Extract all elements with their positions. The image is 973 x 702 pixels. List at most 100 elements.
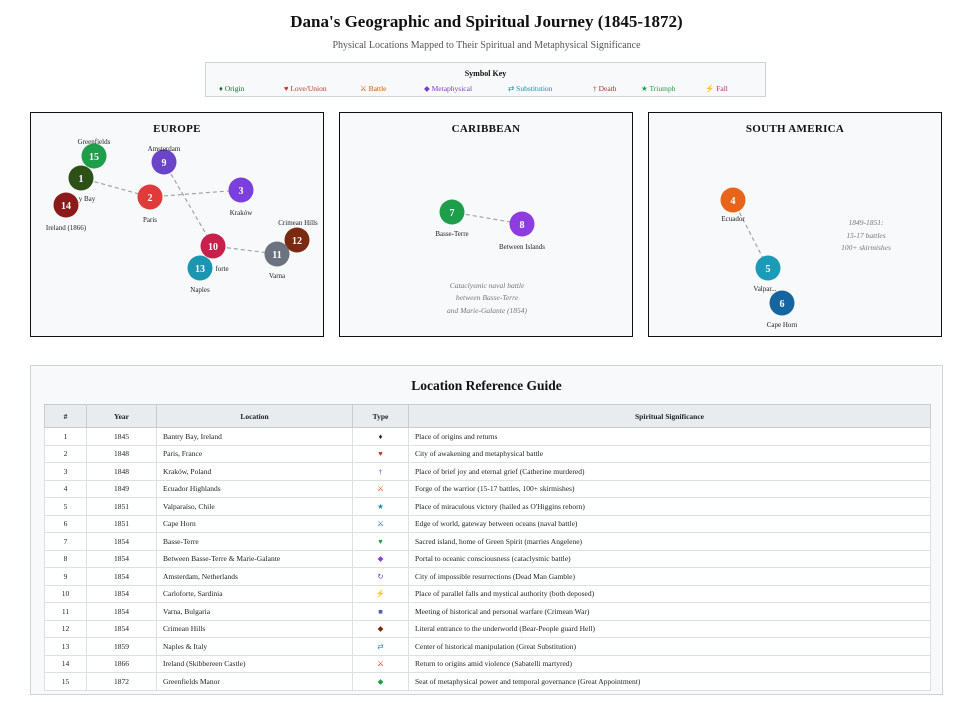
cell-location: Basse-Terre: [156, 532, 353, 551]
node-15-circle: [81, 143, 107, 169]
node-10: 10: [200, 233, 226, 259]
node-5-number: 5: [766, 264, 771, 275]
table-row: 4 1849 Ecuador Highlands ⚔ Forge of the warr…: [44, 479, 931, 498]
south-america-note-line-2: 15-17 battles: [846, 231, 885, 240]
cell-significance: City of impossible resurrections (Dead M…: [408, 567, 931, 586]
node-4-number: 4: [731, 196, 736, 207]
node-9-number: 9: [162, 158, 167, 169]
cell-type: ★: [352, 497, 409, 516]
cell-year: 1849: [86, 479, 157, 498]
cell-number: 15: [44, 672, 87, 691]
node-15: 15: [81, 143, 107, 169]
cell-type: ■: [352, 602, 409, 621]
cell-location: Bantry Bay, Ireland: [156, 427, 353, 446]
cell-year: 1859: [86, 637, 157, 656]
node-8: 8: [509, 211, 535, 237]
key-item-battle: ⚔ Battle: [360, 84, 387, 93]
cell-type: ⚔: [352, 479, 409, 498]
table-row: 13 1859 Naples & Italy ⇄ Center of historica…: [44, 637, 931, 656]
cell-significance: Literal entrance to the underworld (Bear…: [408, 619, 931, 638]
europe-route-lines: [80, 161, 278, 255]
page-title: Dana's Geographic and Spiritual Journey …: [290, 12, 683, 31]
node-13-label: Naples: [190, 286, 210, 294]
cell-location: Valparaíso, Chile: [156, 497, 353, 516]
reference-title: Location Reference Guide: [411, 378, 562, 393]
node-10-number: 10: [208, 242, 218, 253]
key-item-metaphysical: ◆ Metaphysical: [424, 84, 473, 93]
cell-number: 10: [44, 584, 87, 603]
cell-location: Greenfields Manor: [156, 672, 353, 691]
cell-year: 1854: [86, 602, 157, 621]
cell-number: 1: [44, 427, 87, 446]
south-america-note-line-1: 1849-1851:: [849, 218, 884, 227]
cell-number: 9: [44, 567, 87, 586]
caribbean-note-line-2: between Basse-Terre: [456, 293, 519, 302]
caribbean-note-line-1: Cataclysmic naval battle: [450, 281, 525, 290]
table-row: 12 1854 Crimean Hills ◆ Literal entrance to …: [44, 619, 931, 638]
node-14: 14: [53, 192, 79, 218]
node-4-circle: [720, 187, 746, 213]
cell-type: ◆: [352, 672, 409, 691]
key-item-love-union: ♥ Love/Union: [284, 84, 327, 93]
route-4-5: [732, 199, 769, 269]
node-5-label: Valpar...: [753, 285, 776, 293]
cell-significance: Return to origins amid violence (Sabatel…: [408, 654, 931, 673]
south-america-note-line-3: 100+ skirmishes: [841, 243, 891, 252]
cell-location: Ecuador Highlands: [156, 479, 353, 498]
cell-number: 8: [44, 549, 87, 568]
node-15-number: 15: [89, 152, 99, 163]
cell-number: 11: [44, 602, 87, 621]
cell-year: 1848: [86, 462, 157, 481]
node-11-label: Varna: [269, 272, 286, 280]
column-header-year: Year: [86, 404, 157, 428]
cell-location: Carloforte, Sardinia: [156, 584, 353, 603]
node-2-circle: [137, 184, 163, 210]
cell-significance: Meeting of historical and personal warfa…: [408, 602, 931, 621]
symbol-key: Symbol Key ♦ Origin ♥ Love/Union ⚔ Battl…: [205, 62, 766, 97]
cell-number: 13: [44, 637, 87, 656]
cell-number: 14: [44, 654, 87, 673]
key-item-origin: ♦ Origin: [219, 84, 245, 93]
node-3: 3: [228, 177, 254, 203]
cell-year: 1848: [86, 444, 157, 463]
node-7-circle: [439, 199, 465, 225]
column-header-number: #: [44, 404, 87, 428]
cell-number: 12: [44, 619, 87, 638]
cell-year: 1854: [86, 619, 157, 638]
cell-year: 1854: [86, 549, 157, 568]
node-8-number: 8: [520, 220, 525, 231]
node-9-label: Amsterdam: [148, 145, 181, 153]
cell-significance: Edge of world, gateway between oceans (n…: [408, 514, 931, 533]
cell-significance: Place of origins and returns: [408, 427, 931, 446]
cell-significance: Place of parallel falls and mystical aut…: [408, 584, 931, 603]
cell-year: 1845: [86, 427, 157, 446]
europe-panel-title: EUROPE: [153, 123, 201, 135]
node-10-label: forte: [215, 265, 228, 273]
cell-location: Amsterdam, Netherlands: [156, 567, 353, 586]
node-6-number: 6: [780, 299, 785, 310]
key-item-fall: ⚡ Fall: [705, 84, 728, 93]
route-9-10: [163, 161, 214, 247]
cell-number: 3: [44, 462, 87, 481]
node-11: 11: [264, 241, 290, 267]
node-6-label: Cape Horn: [767, 321, 798, 329]
node-6-circle: [769, 290, 795, 316]
node-7-label: Basse-Terre: [435, 230, 468, 238]
table-row: 10 1854 Carloforte, Sardinia ⚡ Place of para…: [44, 584, 931, 603]
node-8-label: Between Islands: [499, 243, 545, 251]
node-3-number: 3: [239, 186, 244, 197]
table-header-row: # Year Location Type Spiritual Significa…: [44, 404, 931, 428]
cell-significance: Center of historical manipulation (Great…: [408, 637, 931, 656]
cell-significance: Portal to oceanic consciousness (catacly…: [408, 549, 931, 568]
node-3-circle: [228, 177, 254, 203]
cell-type: ⚔: [352, 654, 409, 673]
column-header-type: Type: [352, 404, 409, 428]
route-2-3: [149, 189, 242, 198]
node-12-circle: [284, 227, 310, 253]
cell-type: ◆: [352, 549, 409, 568]
cell-year: 1854: [86, 567, 157, 586]
table-row: 2 1848 Paris, France ♥ City of awakening and…: [44, 444, 931, 463]
cell-location: Kraków, Poland: [156, 462, 353, 481]
key-item-triumph: ★ Triumph: [641, 84, 676, 93]
node-9: 9: [151, 149, 177, 175]
